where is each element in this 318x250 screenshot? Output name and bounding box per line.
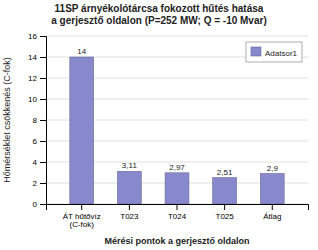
legend-item: Adatsor1 [251,47,298,58]
y-tick: 8 [33,116,46,125]
grid-line [46,36,308,37]
bar [165,173,189,204]
y-tick-mark [40,141,46,142]
y-tick: 16 [28,32,46,41]
x-tick-label: Átlag [263,212,281,221]
legend-swatch [251,47,261,56]
y-tick-label: 12 [28,74,37,83]
y-tick-mark [40,78,46,79]
y-tick-mark [40,57,46,58]
bar [260,174,284,204]
data-label: 2,9 [267,164,279,173]
data-labels: 14 3,11 2,97 2,51 2,9 [77,47,278,177]
y-tick-mark [40,162,46,163]
y-tick: 0 [33,200,46,209]
x-tick-mark [129,204,130,210]
legend: Adatsor1 [246,42,302,62]
y-tick-label: 16 [28,32,37,41]
x-tick-label: ÁT hűtővíz(C-fok) [63,212,101,230]
chart: 11SP árnyékolótárcsa fokozott hűtés hatá… [0,0,318,250]
x-axis-line [47,205,309,211]
x-tick: ÁT hűtővíz(C-fok) [63,204,101,229]
y-axis-line [40,37,47,205]
title: 11SP árnyékolótárcsa fokozott hűtés hatá… [51,3,266,26]
x-tick-mark [272,204,273,210]
x-tick-mark [177,204,178,210]
x-tick-label: T023 [120,212,139,221]
x-tick-label: T024 [168,212,187,221]
x-tick: Átlag [263,204,281,221]
legend-box [246,42,302,62]
y-tick-mark [40,204,46,205]
y-tick-label: 14 [28,53,37,62]
y-tick-mark [40,183,46,184]
x-tick-mark [81,204,82,210]
x-tick: T025 [216,204,235,221]
x-tick: T024 [168,204,187,221]
bar [70,57,94,204]
y-tick: 12 [28,74,46,83]
x-axis-title: Mérési pontok a gerjesztő oldalon [104,236,249,246]
y-axis: 0 2 4 6 8 10 12 14 16 [28,32,46,209]
y-tick: 6 [33,137,46,146]
y-tick: 14 [28,53,46,62]
data-label: 2,51 [217,168,233,177]
bar [213,178,237,204]
y-tick-mark [40,120,46,121]
y-tick-label: 4 [33,158,38,167]
grid [46,36,308,204]
x-tick-label: T025 [216,212,235,221]
y-tick: 10 [28,95,46,104]
y-tick-mark [40,99,46,100]
y-tick-label: 6 [33,137,38,146]
x-axis: ÁT hűtővíz(C-fok) T023 T024 T025 Átlag [47,204,309,229]
data-label: 2,97 [169,163,185,172]
y-tick-label: 10 [28,95,37,104]
x-tick-mark [224,204,225,210]
y-tick: 2 [33,179,46,188]
y-tick: 4 [33,158,46,167]
x-tick: T023 [120,204,139,221]
y-axis-title: Hőmérséklet csökkenés (C-fok) [2,57,12,183]
data-label: 3,11 [122,161,138,170]
y-tick-label: 2 [33,179,38,188]
data-label: 14 [77,47,86,56]
bars [70,57,284,204]
plot: 14 3,11 2,97 2,51 2,9 0 2 4 6 8 10 12 14 16 ÁT hűtővíz… [2,32,309,246]
y-tick-label: 0 [33,200,38,209]
y-tick-label: 8 [33,116,38,125]
y-tick-mark [40,36,46,37]
bar [117,171,141,204]
legend-label: Adatsor1 [265,49,298,58]
